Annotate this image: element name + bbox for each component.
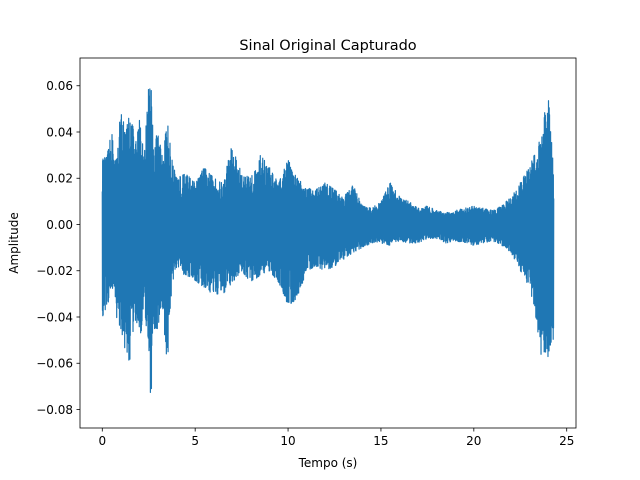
y-tick-label: 0.02 <box>46 172 73 186</box>
y-axis-ticks: −0.08 −0.06 −0.04 −0.02 0.00 0.02 0.04 0.06 <box>36 79 80 417</box>
y-axis-label: Amplitude <box>7 212 21 274</box>
y-tick-label: 0.06 <box>46 79 73 93</box>
x-tick-label: 0 <box>98 434 106 448</box>
y-tick-label: 0.00 <box>46 218 73 232</box>
plot-area <box>79 57 577 429</box>
y-tick-label: −0.02 <box>36 264 73 278</box>
signal-series <box>101 88 555 393</box>
x-tick-label: 10 <box>280 434 295 448</box>
y-tick-label: −0.08 <box>36 403 73 417</box>
signal-line <box>101 88 555 393</box>
x-tick-label: 25 <box>559 434 574 448</box>
x-axis-label: Tempo (s) <box>298 456 358 470</box>
x-tick-label: 20 <box>466 434 481 448</box>
x-tick-label: 5 <box>191 434 199 448</box>
x-axis-ticks: 0 5 10 15 20 25 <box>98 428 574 448</box>
chart-title: Sinal Original Capturado <box>239 38 416 54</box>
y-tick-label: −0.06 <box>36 357 73 371</box>
y-tick-label: −0.04 <box>36 310 73 324</box>
axes-frame <box>79 57 577 429</box>
y-tick-label: 0.04 <box>46 125 73 139</box>
x-tick-label: 15 <box>373 434 388 448</box>
